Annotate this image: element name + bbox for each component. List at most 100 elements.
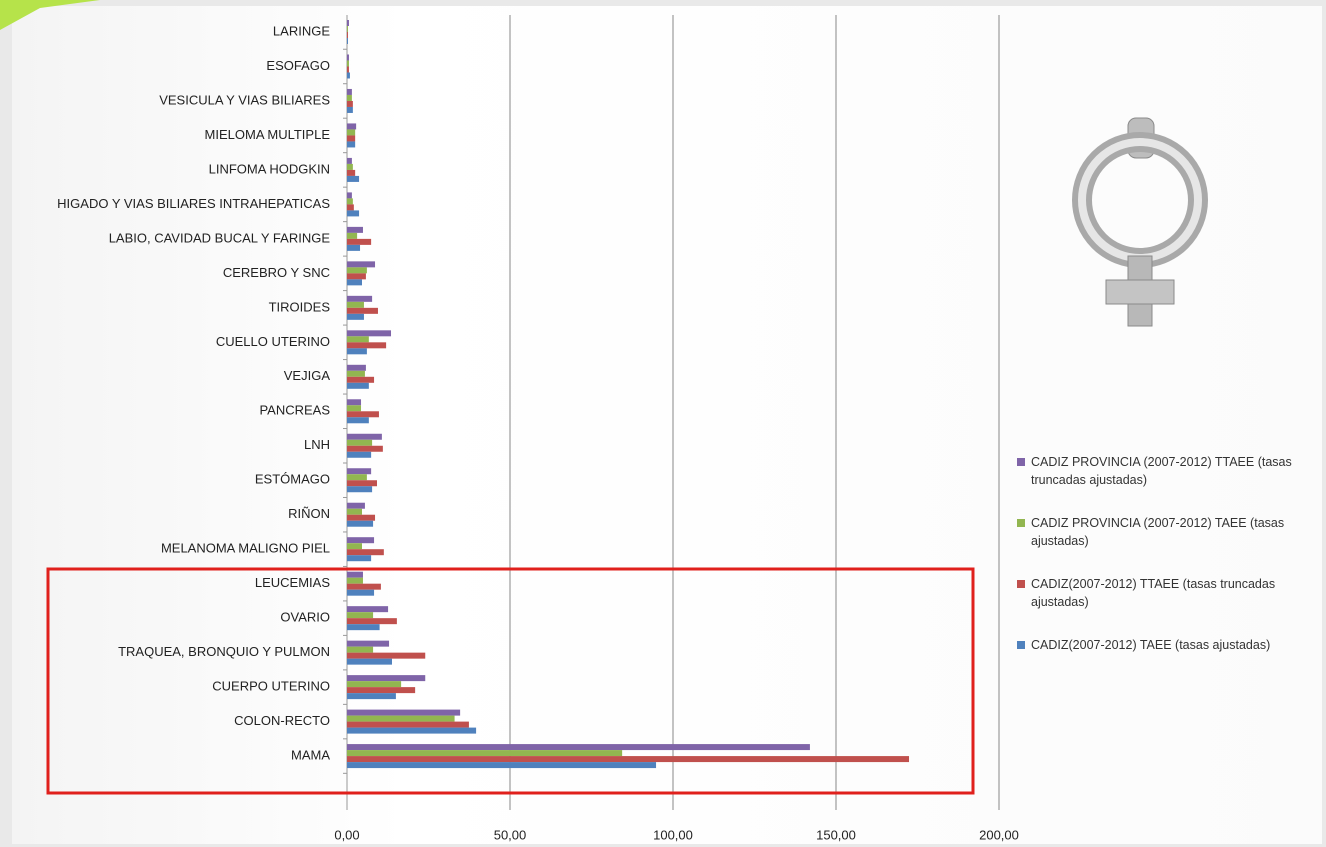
bar: [347, 157, 352, 164]
legend-label: CADIZ(2007-2012) TTAEE (tasas truncadas …: [1031, 577, 1276, 609]
bar: [347, 261, 376, 268]
bar: [347, 301, 364, 308]
bar: [347, 348, 367, 355]
legend-item: CADIZ PROVINCIA (2007-2012) TAEE (tasas …: [1017, 514, 1326, 550]
bar: [347, 715, 455, 722]
bar: [347, 474, 367, 481]
bar: [347, 405, 362, 412]
legend-item: CADIZ(2007-2012) TAEE (tasas ajustadas): [1017, 636, 1326, 654]
bar: [347, 330, 392, 337]
bar: [347, 486, 373, 493]
bar: [347, 417, 369, 424]
bar: [347, 267, 367, 274]
y-tick-label: TIROIDES: [269, 299, 331, 314]
bar: [347, 687, 416, 694]
bar: [347, 198, 353, 205]
x-tick-label: 50,00: [494, 827, 527, 842]
bar: [347, 169, 356, 176]
bar: [347, 370, 365, 377]
bar: [347, 411, 379, 418]
bar: [347, 606, 389, 613]
bar: [347, 618, 397, 625]
legend-item: CADIZ(2007-2012) TTAEE (tasas truncadas …: [1017, 575, 1326, 611]
bar: [347, 624, 380, 631]
bar: [347, 336, 369, 343]
bar: [347, 514, 376, 521]
bar: [347, 66, 349, 73]
bar: [347, 750, 623, 757]
y-tick-label: LABIO, CAVIDAD BUCAL Y FARINGE: [109, 230, 331, 245]
bar: [347, 612, 374, 619]
bar: [347, 721, 469, 728]
female-symbol-icon: [1072, 117, 1208, 327]
bar: [347, 226, 363, 233]
bar: [347, 681, 402, 688]
bar: [347, 94, 352, 101]
bar: [347, 123, 357, 130]
bar: [347, 640, 390, 647]
y-tick-label: OVARIO: [280, 610, 330, 625]
y-tick-label: CEREBRO Y SNC: [223, 265, 330, 280]
y-tick-label: VEJIGA: [284, 368, 331, 383]
y-tick-label: LARINGE: [273, 23, 330, 38]
bar: [347, 204, 354, 211]
bar: [347, 376, 375, 383]
bar: [347, 72, 350, 79]
bar: [347, 26, 348, 32]
bar: [347, 762, 657, 769]
bar: [347, 433, 382, 440]
y-tick-label: HIGADO Y VIAS BILIARES INTRAHEPATICAS: [57, 196, 330, 211]
bar: [347, 756, 910, 763]
bar: [347, 543, 362, 550]
bar: [347, 273, 366, 280]
bar: [347, 129, 356, 136]
bar: [347, 175, 360, 182]
x-tick-label: 100,00: [653, 827, 693, 842]
bar: [347, 192, 352, 199]
y-tick-label: TRAQUEA, BRONQUIO Y PULMON: [118, 644, 330, 659]
bar: [347, 141, 356, 148]
bar: [347, 399, 362, 406]
bar: [347, 20, 349, 26]
x-tick-label: 150,00: [816, 827, 856, 842]
legend-swatch: [1017, 519, 1025, 527]
bar: [347, 364, 366, 371]
legend-swatch: [1017, 641, 1025, 649]
bar: [347, 652, 426, 659]
bar: [347, 675, 426, 682]
legend-label: CADIZ PROVINCIA (2007-2012) TTAEE (tasas…: [1031, 455, 1292, 487]
bar: [347, 60, 349, 67]
bar: [347, 709, 461, 716]
bar: [347, 106, 353, 113]
bar: [347, 555, 372, 562]
y-tick-label: LEUCEMIAS: [255, 575, 330, 590]
y-tick-label: VESICULA Y VIAS BILIARES: [159, 92, 330, 107]
legend-label: CADIZ PROVINCIA (2007-2012) TAEE (tasas …: [1031, 516, 1285, 548]
bar: [347, 520, 374, 527]
bar: [347, 88, 352, 95]
y-tick-label: CUERPO UTERINO: [212, 679, 330, 694]
y-tick-label: MIELOMA MULTIPLE: [205, 127, 331, 142]
bar: [347, 577, 363, 584]
legend-item: CADIZ PROVINCIA (2007-2012) TTAEE (tasas…: [1017, 453, 1326, 489]
bar: [347, 295, 373, 302]
bar: [347, 537, 375, 544]
plot: 0,00 50,00 100,00 150,00 200,00 LARINGE ESOFAG…: [57, 15, 1019, 842]
bar: [347, 163, 353, 170]
bar: [347, 502, 365, 509]
y-tick-label: MELANOMA MALIGNO PIEL: [161, 541, 330, 556]
bar: [347, 307, 378, 314]
bar: [347, 100, 353, 107]
bar: [347, 583, 381, 590]
bar: [347, 468, 372, 475]
x-tick-label: 200,00: [979, 827, 1019, 842]
legend-label: CADIZ(2007-2012) TAEE (tasas ajustadas): [1031, 638, 1271, 652]
y-tick-label: PANCREAS: [259, 403, 330, 418]
y-tick-label: ESTÓMAGO: [255, 472, 330, 487]
bar: [347, 382, 369, 389]
y-tick-label: LNH: [304, 437, 330, 452]
y-tick-label: MAMA: [291, 748, 330, 763]
bar: [347, 313, 364, 320]
